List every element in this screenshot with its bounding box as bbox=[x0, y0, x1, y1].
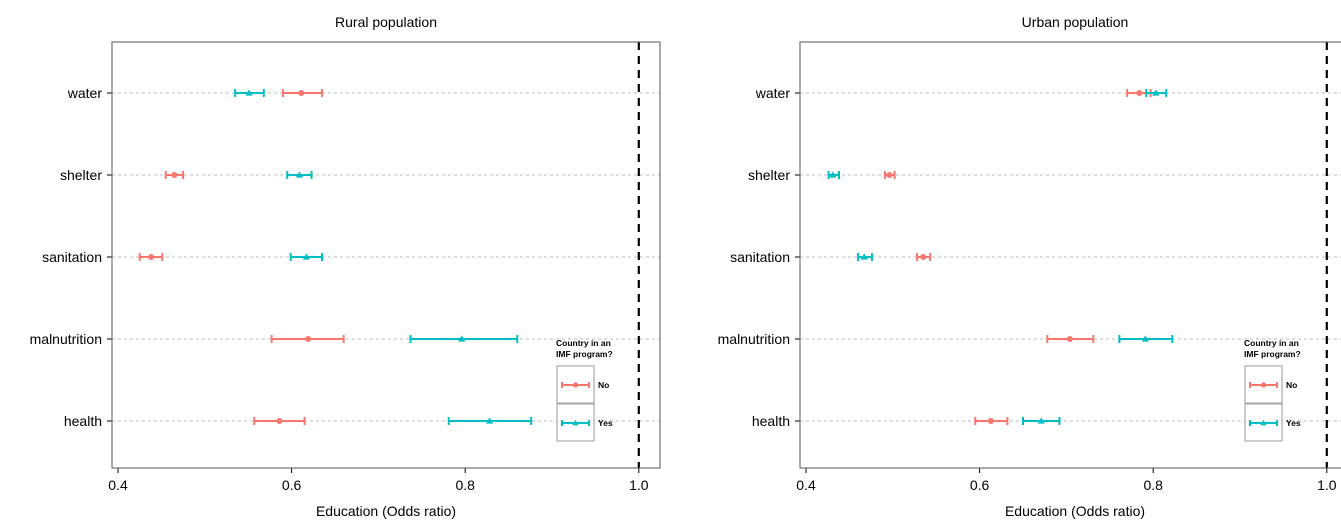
x-tick-label: 0.6 bbox=[970, 477, 990, 493]
x-tick-label: 0.8 bbox=[455, 477, 475, 493]
point-estimate bbox=[245, 89, 253, 96]
x-tick-label: 1.0 bbox=[1317, 477, 1337, 493]
point-estimate bbox=[276, 418, 283, 424]
legend-key-point bbox=[1260, 382, 1267, 388]
error-bar-yes-water bbox=[1145, 89, 1168, 97]
chart-panel-2: Urban population water shelter sanitation ma… bbox=[718, 14, 1341, 519]
point-estimate bbox=[1152, 89, 1160, 96]
point-estimate bbox=[1141, 335, 1149, 342]
legend-key-point bbox=[572, 382, 579, 388]
error-bar-no-sanitation bbox=[138, 253, 164, 261]
error-bar-yes-health bbox=[1022, 417, 1061, 425]
point-estimate bbox=[1037, 417, 1045, 424]
error-bar-no-sanitation bbox=[916, 253, 932, 261]
error-bar-no-water bbox=[281, 89, 323, 97]
point-estimate bbox=[886, 172, 893, 178]
legend-title: Country in an bbox=[556, 338, 611, 348]
point-estimate bbox=[920, 254, 927, 260]
legend-key-point bbox=[572, 419, 579, 426]
point-estimate bbox=[298, 90, 305, 96]
x-tick-label: 0.4 bbox=[108, 477, 128, 493]
category-label-shelter: shelter bbox=[60, 167, 102, 183]
x-axis-label: Education (Odds ratio) bbox=[1005, 503, 1145, 519]
point-estimate bbox=[295, 171, 304, 178]
x-axis-label: Education (Odds ratio) bbox=[316, 503, 456, 519]
point-estimate bbox=[458, 335, 466, 342]
error-bar-yes-shelter bbox=[286, 171, 313, 179]
chart-title: Rural population bbox=[335, 14, 437, 30]
point-estimate bbox=[1136, 90, 1143, 96]
point-estimate bbox=[302, 253, 310, 260]
category-label-water: water bbox=[67, 85, 103, 101]
point-estimate bbox=[305, 336, 312, 342]
category-label-sanitation: sanitation bbox=[42, 249, 102, 265]
error-bar-yes-malnutrition bbox=[409, 335, 519, 343]
category-label-malnutrition: malnutrition bbox=[718, 331, 790, 347]
point-estimate bbox=[485, 417, 494, 424]
point-estimate bbox=[860, 253, 868, 260]
error-bar-no-shelter bbox=[164, 171, 185, 179]
chart-title: Urban population bbox=[1022, 14, 1129, 30]
point-estimate bbox=[829, 171, 837, 178]
error-bar-no-malnutrition bbox=[1046, 335, 1095, 343]
point-estimate bbox=[171, 172, 178, 178]
category-label-health: health bbox=[64, 413, 102, 429]
legend-entry-no: No bbox=[1286, 380, 1297, 390]
error-bar-yes-sanitation bbox=[289, 253, 323, 261]
error-bar-yes-malnutrition bbox=[1118, 335, 1174, 343]
legend-title: IMF program? bbox=[556, 349, 613, 359]
x-tick-label: 0.8 bbox=[1143, 477, 1163, 493]
category-label-sanitation: sanitation bbox=[730, 249, 790, 265]
legend-entry-yes: Yes bbox=[1286, 418, 1301, 428]
error-bar-yes-sanitation bbox=[857, 253, 873, 261]
legend-entry-yes: Yes bbox=[598, 418, 613, 428]
panel-border bbox=[799, 41, 1341, 469]
category-label-malnutrition: malnutrition bbox=[30, 331, 102, 347]
legend-title: IMF program? bbox=[1244, 349, 1301, 359]
error-bar-yes-health bbox=[447, 417, 533, 425]
chart-panel-1: Rural population water shelter sanitation ma… bbox=[30, 14, 661, 519]
x-tick-label: 1.0 bbox=[629, 477, 649, 493]
legend-key-point bbox=[1260, 419, 1267, 426]
panel-border bbox=[111, 41, 661, 469]
error-bar-no-health bbox=[253, 417, 306, 425]
x-tick-label: 0.6 bbox=[282, 477, 302, 493]
category-label-water: water bbox=[755, 85, 791, 101]
error-bar-no-shelter bbox=[883, 171, 896, 179]
error-bar-yes-water bbox=[234, 89, 265, 97]
point-estimate bbox=[1066, 336, 1073, 342]
point-estimate bbox=[987, 418, 994, 424]
legend-title: Country in an bbox=[1244, 338, 1299, 348]
point-estimate bbox=[147, 254, 154, 260]
x-tick-label: 0.4 bbox=[796, 477, 816, 493]
category-label-shelter: shelter bbox=[748, 167, 790, 183]
category-label-health: health bbox=[752, 413, 790, 429]
error-bar-no-malnutrition bbox=[270, 335, 345, 343]
error-bar-no-health bbox=[974, 417, 1009, 425]
error-bar-yes-shelter bbox=[827, 171, 840, 179]
legend-entry-no: No bbox=[598, 380, 609, 390]
